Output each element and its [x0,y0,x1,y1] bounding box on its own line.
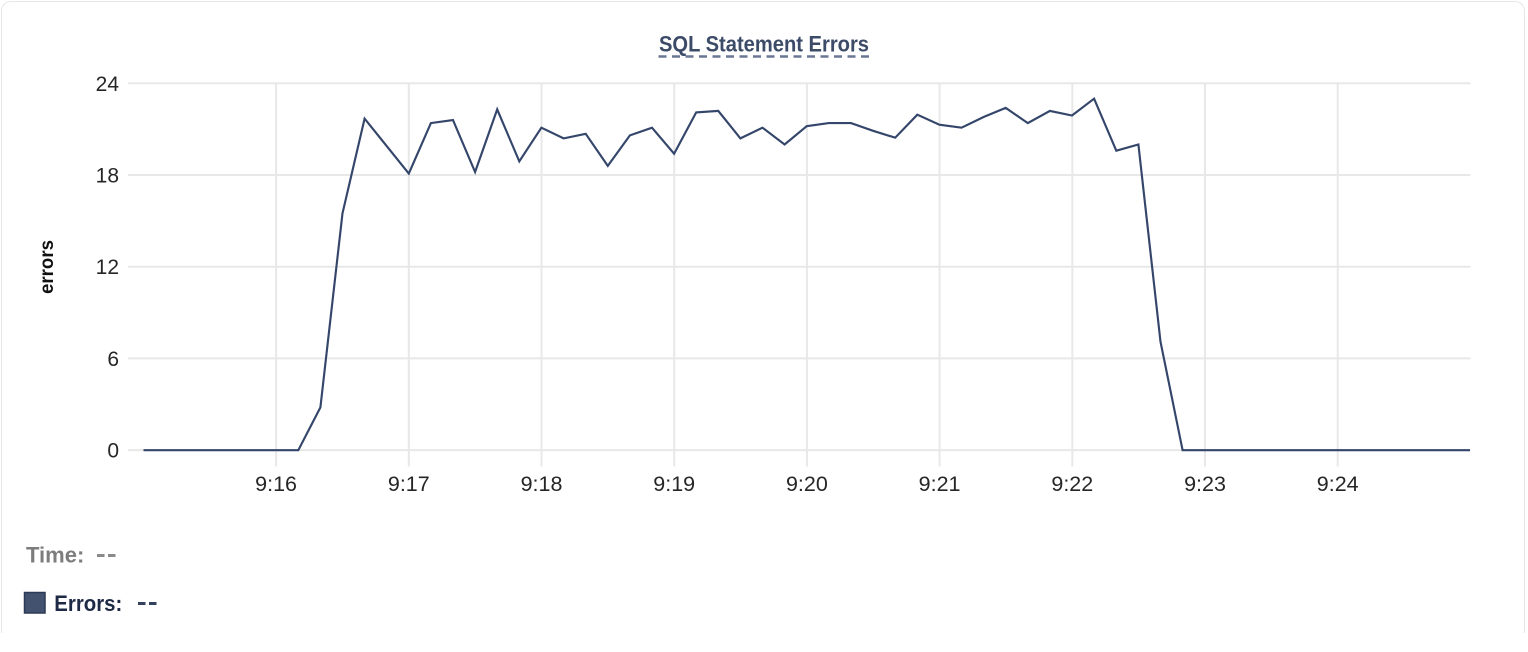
svg-text:12: 12 [96,256,119,279]
svg-text:Errors:: Errors: [54,591,122,616]
svg-text:9:17: 9:17 [388,472,430,496]
svg-text:24: 24 [96,73,120,96]
svg-text:9:16: 9:16 [255,472,297,496]
svg-text:9:21: 9:21 [919,472,961,496]
svg-text:9:24: 9:24 [1317,472,1359,496]
svg-text:SQL Statement Errors: SQL Statement Errors [659,32,869,57]
svg-text:9:18: 9:18 [521,472,563,496]
svg-text:18: 18 [96,165,119,188]
svg-text:errors: errors [37,240,58,294]
svg-text:9:22: 9:22 [1051,472,1093,496]
svg-text:Time:: Time: [26,543,84,568]
svg-text:9:23: 9:23 [1184,472,1226,496]
svg-text:9:19: 9:19 [653,472,695,496]
svg-text:9:20: 9:20 [786,472,828,496]
svg-text:0: 0 [107,440,119,463]
svg-text:6: 6 [107,348,119,371]
